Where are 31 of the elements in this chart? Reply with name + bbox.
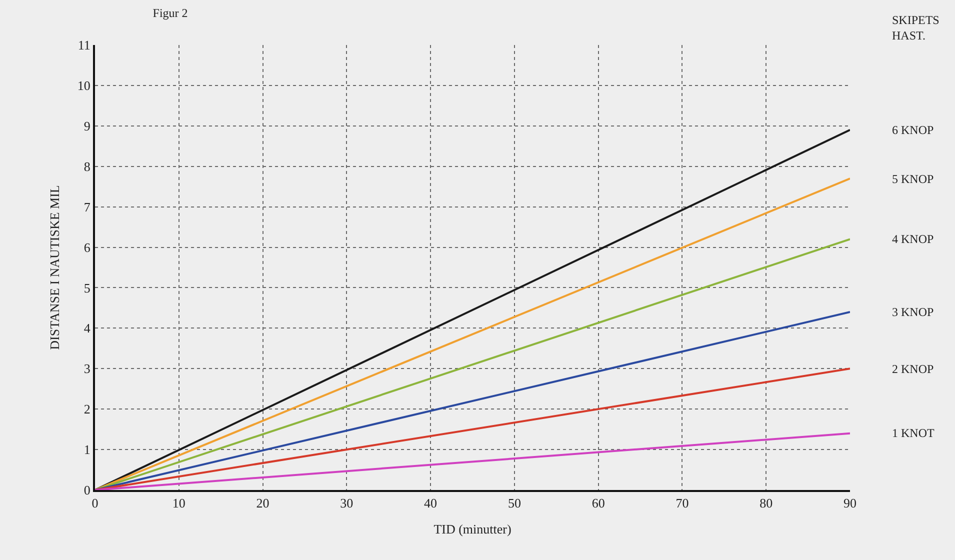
text: 5 KNOP (892, 172, 934, 186)
x-tick-label: 50 (508, 496, 521, 511)
y-tick-label: 1 (84, 442, 90, 458)
text: 6 KNOP (892, 123, 934, 137)
y-axis-title: DISTANSE I NAUTISKE MIL (46, 185, 62, 350)
x-tick-label: 80 (760, 496, 773, 511)
y-tick-label: 3 (84, 361, 90, 376)
chart-title: Figur 2 (152, 6, 188, 20)
x-axis-title: TID (minutter) (434, 522, 512, 537)
y-tick-label: 5 (84, 280, 90, 296)
text: 1 KNOT (892, 426, 935, 440)
text: 4 KNOP (892, 232, 934, 246)
y-tick-label: 6 (84, 240, 91, 255)
y-tick-label: 10 (77, 78, 90, 93)
x-tick-label: 60 (592, 496, 605, 511)
x-tick-label: 40 (424, 496, 438, 511)
text: 3 KNOP (892, 305, 934, 319)
y-tick-label: 11 (78, 38, 90, 53)
y-tick-label: 4 (84, 320, 91, 336)
y-tick-label: 7 (84, 199, 91, 214)
x-tick-label: 70 (676, 496, 689, 511)
x-tick-label: 20 (256, 496, 270, 511)
x-tick-label: 10 (172, 496, 186, 511)
x-tick-label: 30 (340, 496, 354, 511)
y-tick-label: 8 (84, 158, 90, 174)
x-tick-label: 90 (844, 496, 856, 511)
legend-title: SKIPETS HAST. (892, 13, 940, 43)
text: 2 KNOP (892, 362, 934, 376)
y-tick-label: 9 (84, 118, 90, 134)
y-tick-label: 2 (84, 402, 90, 417)
y-tick-label: 0 (84, 482, 90, 498)
